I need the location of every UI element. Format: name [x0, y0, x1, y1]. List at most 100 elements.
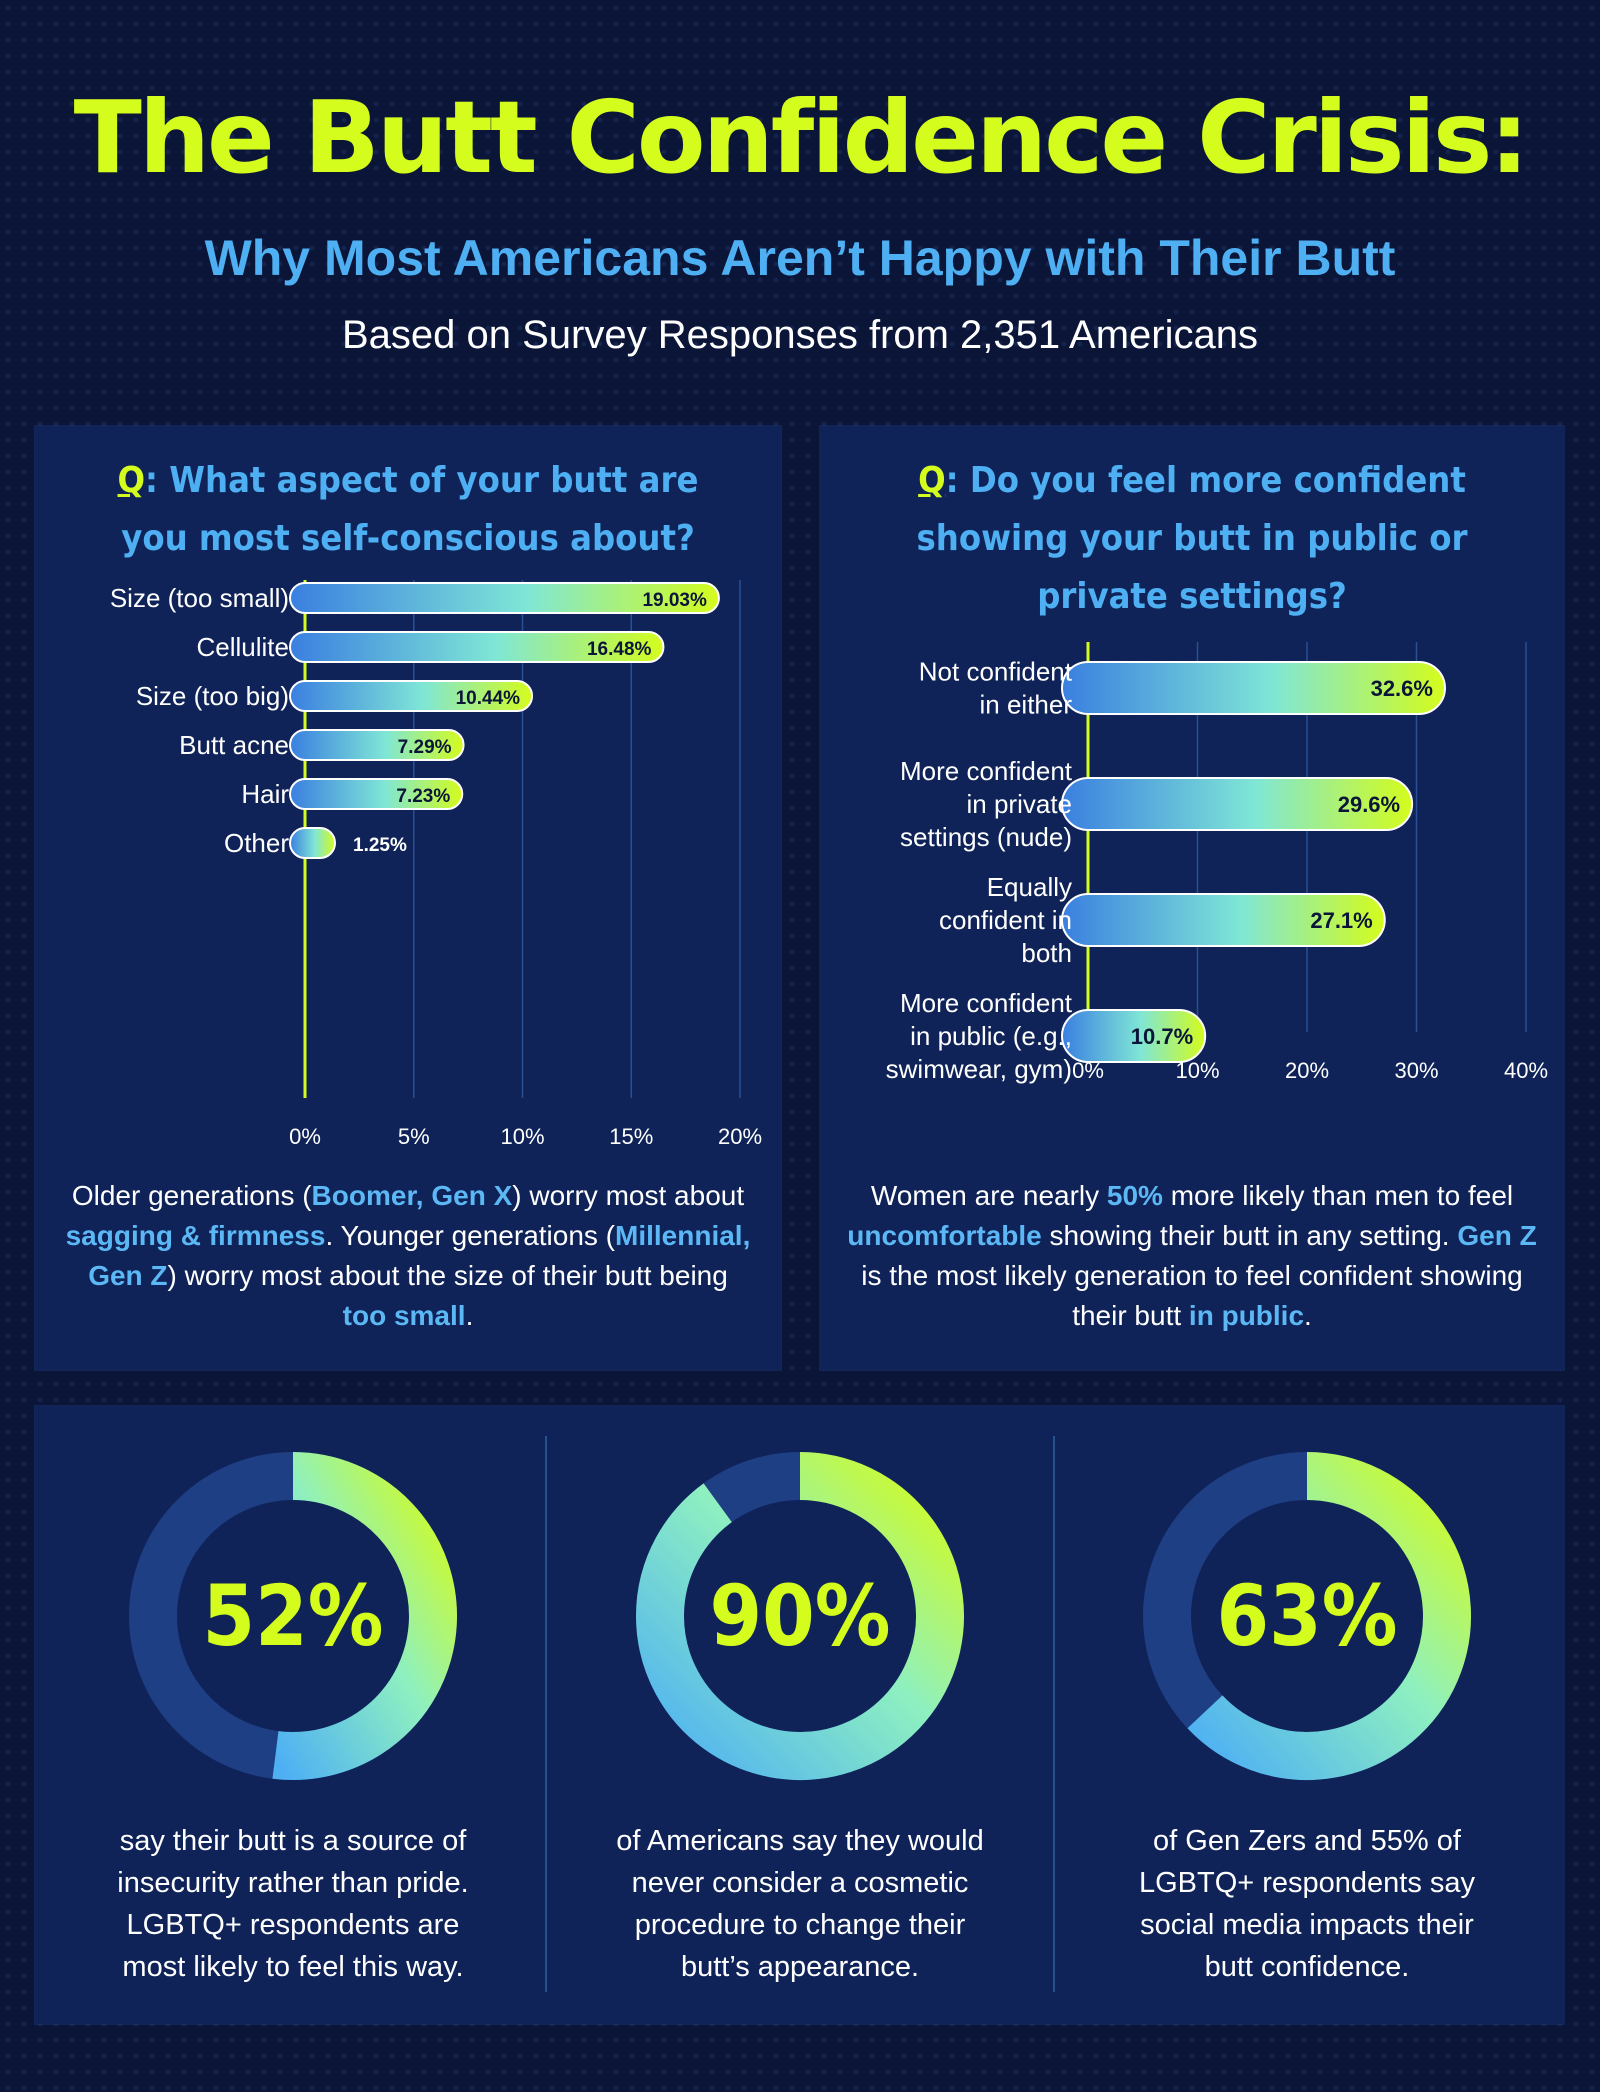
- donut-90-label: 90%: [709, 1567, 891, 1665]
- chart1-bar: [289, 680, 534, 712]
- chart1-bar: [289, 729, 465, 761]
- note2-highlight-3: Gen Z: [1457, 1220, 1537, 1251]
- note1-highlight-4: too small: [342, 1300, 466, 1331]
- note2-text-2: more likely than men to feel: [1162, 1180, 1514, 1211]
- donut-90: [636, 1452, 964, 1780]
- chart1-value-label: 7.23%: [396, 786, 450, 807]
- chart1-bar-chart: 0%5%10%15%20%Sagging19.14%Shape19.14%Siz…: [110, 580, 762, 1149]
- panel-stats: 52% say their butt is a source of insecu…: [35, 1406, 1564, 2024]
- note1-highlight-1: Boomer, Gen X: [311, 1180, 513, 1211]
- donut1-arc: [636, 1452, 964, 1780]
- note2-highlight-2: uncomfortable: [847, 1220, 1042, 1251]
- chart2-bar: [1061, 777, 1414, 831]
- chart1-question-line1: : What aspect of your butt are: [145, 460, 699, 501]
- donut2-arc: [1187, 1452, 1471, 1780]
- note1-text-4: ) worry most about the size of their but…: [167, 1260, 728, 1291]
- donut-52: [129, 1452, 457, 1780]
- note2-text-5: .: [1304, 1300, 1312, 1331]
- stat-63-line-4: butt confidence.: [1204, 1951, 1410, 1983]
- note2-text-3: showing their butt in any setting.: [1041, 1220, 1458, 1251]
- chart1-tick-label: 20%: [718, 1124, 762, 1149]
- chart2-bar: [1061, 893, 1386, 947]
- chart1-category-label: Cellulite: [197, 632, 290, 662]
- chart2-tick-label: 40%: [1504, 1058, 1548, 1083]
- note1-highlight-2: sagging & firmness: [65, 1220, 326, 1251]
- chart1-value-label: 1.25%: [353, 835, 407, 856]
- stat-63-line-1: of Gen Zers and 55% of: [1153, 1825, 1461, 1857]
- stat-52-line-2: insecurity rather than pride.: [117, 1867, 469, 1899]
- chart1-value-label: 19.03%: [642, 590, 707, 611]
- stat-63-line-3: social media impacts their: [1140, 1909, 1474, 1941]
- note1-highlight-3: Millennial, Gen Z: [88, 1220, 751, 1291]
- stats-divider-2: [1053, 1436, 1055, 1992]
- donut-52-label: 52%: [202, 1567, 384, 1665]
- chart1-question: Q: What aspect of your butt are you most…: [35, 452, 781, 568]
- chart1-tick-label: 5%: [398, 1124, 430, 1149]
- panel-public-private: Q: Do you feel more confident showing yo…: [820, 426, 1564, 1370]
- stat-63-caption: of Gen Zers and 55% of LGBTQ+ respondent…: [1059, 1820, 1555, 1988]
- chart1-bar: [289, 582, 720, 614]
- chart2-tick-label: 20%: [1285, 1058, 1329, 1083]
- chart1-value-label: 16.48%: [587, 639, 652, 660]
- chart2-value-label: 10.7%: [1131, 1024, 1193, 1049]
- stat-52-line-3: LGBTQ+ respondents are: [126, 1909, 460, 1941]
- chart2-category-label: Equally confident in both: [939, 872, 1072, 968]
- stat-52-line-4: most likely to feel this way.: [122, 1951, 464, 1983]
- chart1-bar: [289, 827, 336, 859]
- chart2-question-line2: showing your butt in public or: [916, 518, 1468, 559]
- note1-text-2: ) worry most about: [512, 1180, 745, 1211]
- stat-90-caption: of Americans say they would never consid…: [551, 1820, 1049, 1988]
- stat-90-line-3: procedure to change their: [634, 1909, 966, 1941]
- stat-90-line-1: of Americans say they would: [616, 1825, 984, 1857]
- chart1-question-line2: you most self-conscious about?: [121, 518, 695, 559]
- chart1-category-label: Size (too big): [136, 681, 289, 711]
- note2-highlight-4: in public: [1188, 1300, 1305, 1331]
- donut-63-label: 63%: [1216, 1567, 1398, 1665]
- chart1-tick-label: 0%: [289, 1124, 321, 1149]
- chart2-tick-label: 30%: [1394, 1058, 1438, 1083]
- stat-52-caption: say their butt is a source of insecurity…: [45, 1820, 541, 1988]
- survey-sample-note: Based on Survey Responses from 2,351 Ame…: [341, 313, 1259, 357]
- donut0-arc: [272, 1452, 457, 1780]
- chart2-question-line3: private settings?: [1037, 576, 1347, 617]
- chart1-insight-note: Older generations (Boomer, Gen X) worry …: [65, 1176, 751, 1336]
- note2-highlight-1: 50%: [1106, 1180, 1163, 1211]
- chart2-value-label: 27.1%: [1310, 908, 1372, 933]
- note2-text-1: Women are nearly: [870, 1180, 1107, 1211]
- chart1-question-prefix: Q: [117, 460, 146, 501]
- chart2-category-label: More confident in private settings (nude): [900, 756, 1073, 852]
- chart2-question: Q: Do you feel more confident showing yo…: [820, 452, 1564, 626]
- chart2-value-label: 32.6%: [1371, 676, 1433, 701]
- chart1-tick-label: 15%: [609, 1124, 653, 1149]
- chart2-bar-chart: 0% 10% 20% 30% 40%Not confident in either32.6…: [886, 642, 1548, 1084]
- chart1-bar: [289, 631, 665, 663]
- chart2-bar: [1061, 1009, 1207, 1063]
- donut-63: [1143, 1452, 1471, 1780]
- stat-90-line-2: never consider a cosmetic: [631, 1867, 969, 1899]
- chart1-category-label: Hair: [241, 779, 289, 809]
- page-title: The Butt Confidence Crisis:: [73, 79, 1530, 196]
- chart1-bar: [289, 778, 464, 810]
- note1-text-3: . Younger generations (: [325, 1220, 616, 1251]
- chart1-value-label: 7.29%: [398, 737, 452, 758]
- page-subtitle: Why Most Americans Aren’t Happy with The…: [204, 230, 1396, 286]
- stat-63-line-2: LGBTQ+ respondents say: [1138, 1867, 1476, 1899]
- chart1-tick-label: 10%: [500, 1124, 544, 1149]
- stat-90-line-4: butt’s appearance.: [680, 1951, 920, 1983]
- note1-text-5: .: [465, 1300, 474, 1331]
- note1-text-1: Older generations (: [71, 1180, 312, 1211]
- chart2-question-prefix: Q: [918, 460, 946, 501]
- stat-52-line-1: say their butt is a source of: [119, 1825, 467, 1857]
- chart2-question-line1: : Do you feel more confident: [945, 460, 1466, 501]
- chart2-value-label: 29.6%: [1338, 792, 1400, 817]
- chart2-insight-note: Women are nearly 50% more likely than me…: [844, 1176, 1540, 1336]
- panel-self-conscious: Q: What aspect of your butt are you most…: [35, 426, 781, 1370]
- note2-text-4: is the most likely generation to feel co…: [861, 1260, 1523, 1331]
- chart1-category-label: Butt acne: [179, 730, 289, 760]
- stats-divider-1: [545, 1436, 547, 1992]
- chart2-category-label: More confident in public (e.g., swimwear, …: [886, 988, 1073, 1084]
- chart2-category-label: Not confident in either: [919, 657, 1073, 720]
- chart1-category-label: Other: [224, 828, 289, 858]
- chart1-category-label: Size (too small): [110, 583, 289, 613]
- chart1-value-label: 10.44%: [456, 688, 521, 709]
